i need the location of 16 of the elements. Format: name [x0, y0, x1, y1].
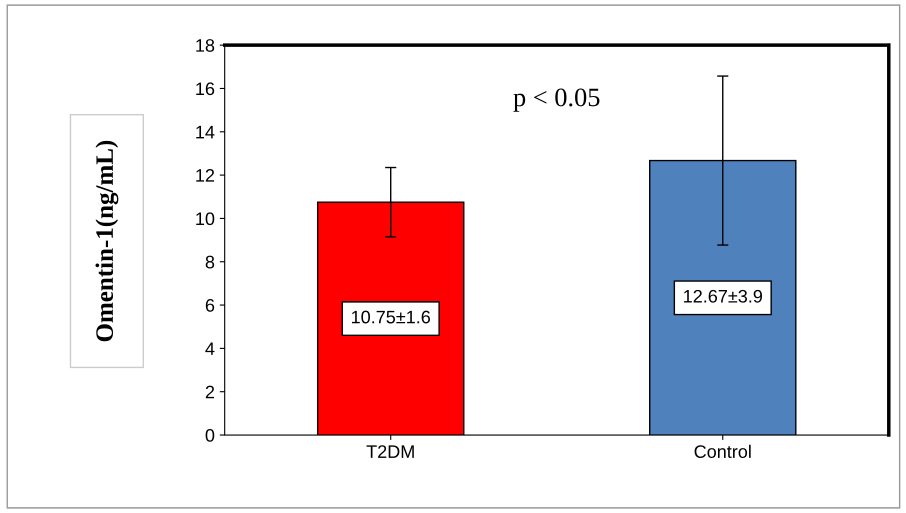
data-label: 12.67±3.9	[684, 290, 762, 303]
y-tick-label: 4	[205, 342, 214, 355]
y-tick-label: 16	[196, 82, 214, 96]
x-tick-label: T2DM	[366, 445, 414, 458]
y-tick-label: 6	[206, 299, 214, 312]
annotation: p < 0.05	[513, 88, 600, 112]
data-label: 10.75±1.6	[352, 310, 430, 324]
x-tick-label: Control	[694, 444, 751, 458]
y-axis-title: Omentin-1(ng/mL)	[95, 140, 118, 342]
y-tick-label: 12	[196, 169, 214, 182]
y-tick-label: 2	[206, 386, 214, 398]
y-tick-label: 10	[196, 212, 214, 226]
y-tick-label: 18	[196, 39, 214, 52]
y-tick-label: 0	[206, 428, 214, 442]
y-tick-label: 14	[196, 126, 214, 138]
y-tick-label: 8	[206, 256, 214, 268]
